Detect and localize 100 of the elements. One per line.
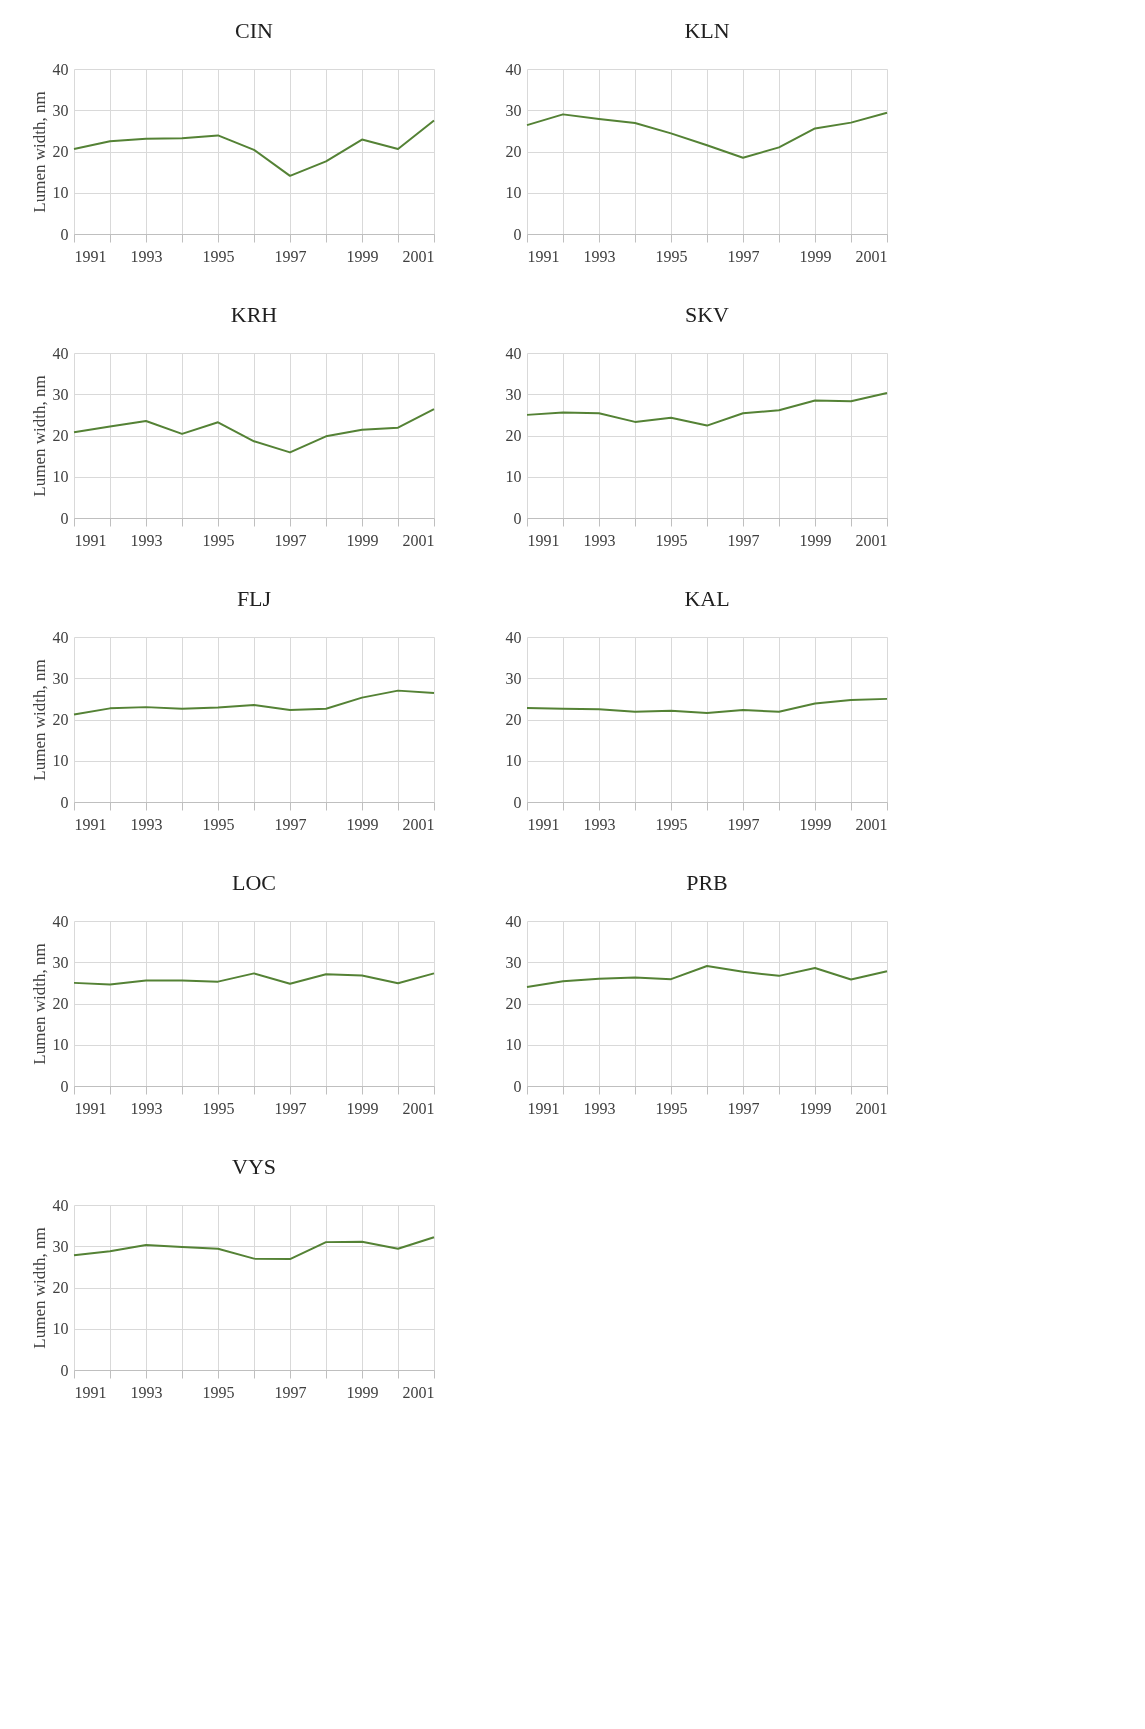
y-tick-label: 20 — [52, 427, 69, 444]
x-tick-label: 1991 — [527, 815, 560, 833]
x-tick-label: 1997 — [274, 1383, 307, 1401]
x-tick-label: 1995 — [655, 247, 688, 265]
y-tick-label: 40 — [505, 60, 522, 78]
x-tick-label: 1999 — [799, 247, 832, 265]
y-tick-label: 30 — [52, 953, 69, 971]
y-tick-label: 0 — [513, 509, 522, 527]
x-tick-label: 1991 — [527, 1099, 560, 1117]
x-tick-label: 1995 — [655, 815, 688, 833]
y-axis-title: Lumen width, nm — [29, 1227, 49, 1349]
y-tick-label: 20 — [505, 143, 522, 160]
x-tick-label: 2001 — [855, 247, 888, 265]
y-tick-label: 0 — [513, 793, 522, 811]
y-tick-label: 0 — [513, 1077, 522, 1095]
y-tick-label: 40 — [52, 60, 69, 78]
line-series — [73, 119, 435, 177]
y-tick-label: 40 — [505, 344, 522, 362]
y-tick-label: 20 — [505, 995, 522, 1012]
line-series — [73, 1236, 435, 1261]
x-tick-label: 1999 — [346, 247, 379, 265]
x-tick-label: 1993 — [130, 1383, 163, 1401]
y-tick-label: 30 — [505, 385, 522, 403]
y-tick-label: 10 — [505, 1036, 522, 1054]
y-tick-label: 10 — [505, 752, 522, 770]
x-tick-label: 1997 — [274, 531, 307, 549]
line-series — [73, 972, 435, 986]
x-tick-label: 1991 — [74, 1099, 107, 1117]
x-tick-label: 1991 — [74, 531, 107, 549]
chart-title: KRH — [230, 302, 278, 327]
x-tick-label: 1993 — [130, 1099, 163, 1117]
x-tick-label: 1991 — [74, 247, 107, 265]
x-tick-label: 1997 — [274, 247, 307, 265]
chart-title: CIN — [235, 18, 274, 43]
x-tick-label: 1997 — [727, 247, 760, 265]
x-tick-label: 1995 — [655, 531, 688, 549]
y-tick-label: 40 — [52, 344, 69, 362]
x-tick-label: 1997 — [727, 1099, 760, 1117]
x-tick-label: 1999 — [799, 815, 832, 833]
y-tick-label: 40 — [52, 1196, 69, 1214]
x-tick-label: 2001 — [402, 247, 435, 265]
x-tick-label: 2001 — [402, 531, 435, 549]
line-series — [526, 697, 888, 714]
x-tick-label: 1999 — [346, 531, 379, 549]
x-tick-label: 2001 — [855, 815, 888, 833]
x-tick-label: 1991 — [74, 1383, 107, 1401]
x-tick-label: 1999 — [346, 1099, 379, 1117]
x-tick-label: 1995 — [202, 247, 235, 265]
line-series — [526, 964, 888, 988]
y-axis-title: Lumen width, nm — [29, 659, 49, 781]
chart-title: VYS — [231, 1154, 277, 1179]
y-tick-label: 30 — [52, 1237, 69, 1255]
x-tick-label: 2001 — [402, 1099, 435, 1117]
x-tick-label: 1995 — [202, 1099, 235, 1117]
chart-title: SKV — [684, 302, 730, 327]
y-axis-title: Lumen width, nm — [29, 375, 49, 497]
y-tick-label: 0 — [60, 509, 69, 527]
x-tick-label: 2001 — [855, 531, 888, 549]
y-tick-label: 30 — [52, 669, 69, 687]
x-tick-label: 1995 — [202, 815, 235, 833]
x-tick-label: 1993 — [583, 815, 616, 833]
x-tick-label: 2001 — [855, 1099, 888, 1117]
y-tick-label: 20 — [505, 427, 522, 444]
chart-title: KLN — [684, 18, 730, 43]
y-tick-label: 10 — [52, 184, 69, 202]
x-tick-label: 2001 — [402, 815, 435, 833]
chart-title: FLJ — [236, 586, 272, 611]
chart-title: PRB — [686, 870, 728, 895]
x-tick-label: 1999 — [346, 815, 379, 833]
line-series — [73, 408, 435, 454]
y-tick-label: 30 — [52, 101, 69, 119]
line-series — [73, 689, 435, 716]
x-tick-label: 1999 — [346, 1383, 379, 1401]
x-tick-label: 1999 — [799, 1099, 832, 1117]
x-tick-label: 1997 — [274, 815, 307, 833]
y-tick-label: 0 — [60, 1077, 69, 1095]
y-tick-label: 20 — [505, 711, 522, 728]
y-axis-title: Lumen width, nm — [29, 943, 49, 1065]
x-tick-label: 1993 — [130, 531, 163, 549]
y-tick-label: 0 — [60, 1361, 69, 1379]
y-axis-title: Lumen width, nm — [29, 91, 49, 213]
x-tick-label: 1993 — [130, 247, 163, 265]
y-tick-label: 40 — [505, 628, 522, 646]
line-series — [526, 392, 888, 427]
y-tick-label: 30 — [505, 101, 522, 119]
x-tick-label: 1993 — [583, 247, 616, 265]
x-tick-label: 1995 — [655, 1099, 688, 1117]
x-tick-label: 1991 — [74, 815, 107, 833]
y-tick-label: 10 — [52, 1320, 69, 1338]
chart-title: KAL — [684, 586, 730, 611]
x-tick-label: 1993 — [583, 1099, 616, 1117]
y-tick-label: 10 — [52, 752, 69, 770]
y-tick-label: 30 — [505, 669, 522, 687]
y-tick-label: 30 — [505, 953, 522, 971]
x-tick-label: 1995 — [202, 531, 235, 549]
y-tick-label: 40 — [52, 628, 69, 646]
y-tick-label: 20 — [52, 711, 69, 728]
x-tick-label: 1993 — [583, 531, 616, 549]
chart-title: LOC — [232, 870, 276, 895]
y-tick-label: 40 — [505, 912, 522, 930]
